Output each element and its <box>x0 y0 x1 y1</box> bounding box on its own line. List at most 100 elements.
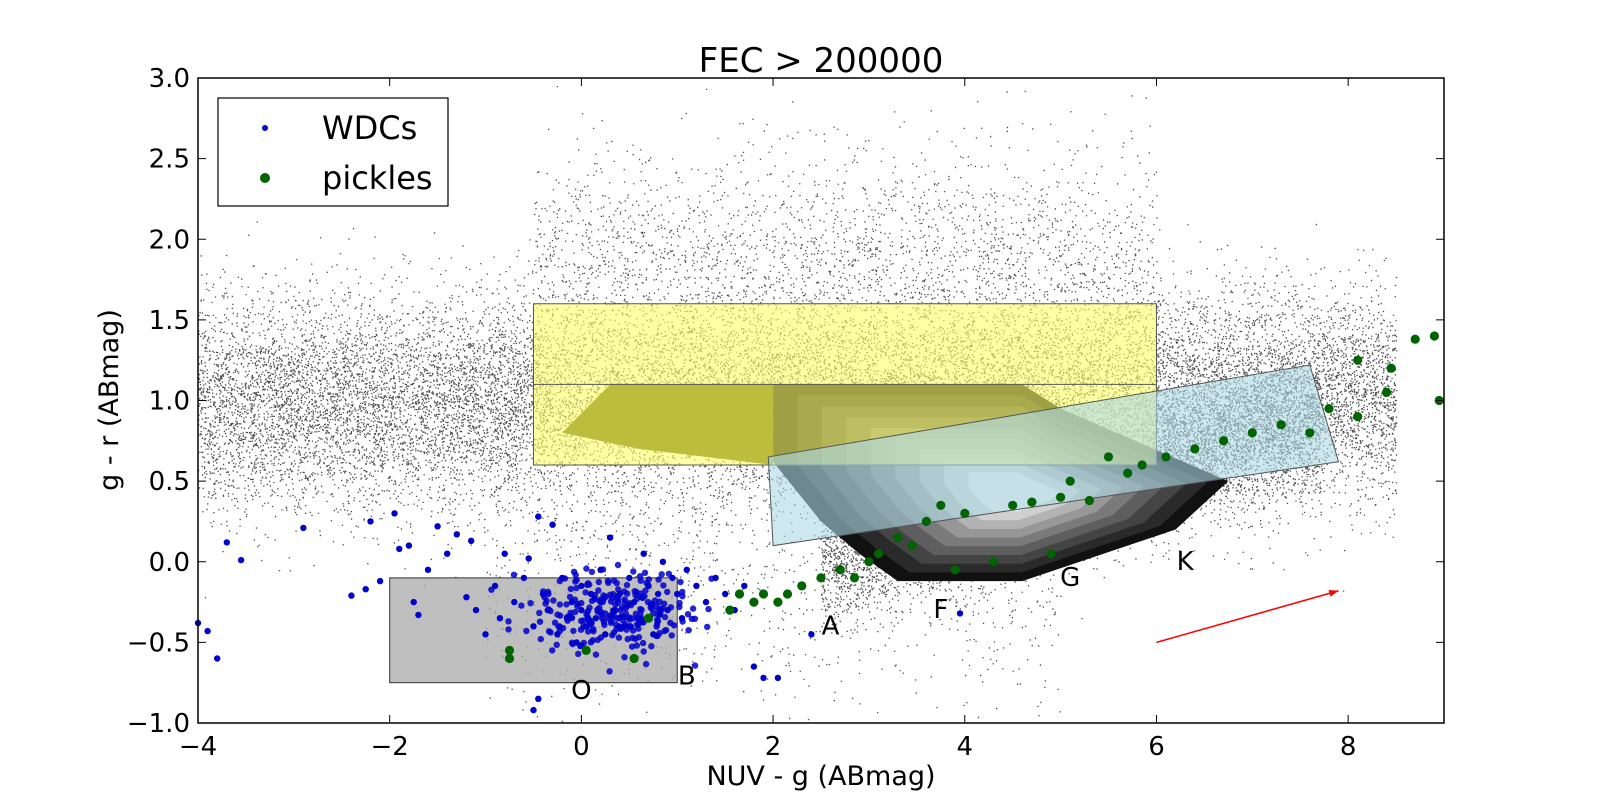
wdc-point <box>645 582 652 590</box>
wdc-point <box>635 615 643 622</box>
wdc-point <box>472 606 480 614</box>
pickles-point <box>1305 428 1315 438</box>
region-annotations: O B A F G K <box>571 547 1195 706</box>
pickles-point <box>1247 428 1257 438</box>
wdc-point <box>693 582 700 590</box>
wdc-point <box>468 537 475 544</box>
wdc-cluster-point <box>642 587 649 594</box>
wdc-point <box>549 521 556 528</box>
wdc-point <box>640 550 647 557</box>
wdc-point <box>223 539 230 546</box>
wdc-point <box>511 598 518 606</box>
wdc-point <box>405 542 413 549</box>
arrow-shaft <box>1156 590 1339 644</box>
wdc-cluster-point <box>689 605 697 612</box>
wdc-cluster-point <box>584 628 592 635</box>
wdc-cluster-point <box>656 611 664 618</box>
wdc-point <box>741 582 748 590</box>
y-axis-label: g - r (ABmag) <box>94 309 125 491</box>
wdc-point <box>592 615 599 622</box>
wdc-point <box>597 566 604 573</box>
wdc-point <box>482 631 489 638</box>
wdc-point <box>530 623 537 630</box>
wdc-cluster-point <box>608 617 615 624</box>
wdc-cluster-point <box>614 599 622 607</box>
wdc-cluster-point <box>645 576 653 583</box>
pickles-point <box>960 508 970 518</box>
wdc-point <box>626 574 633 582</box>
reddening-arrow <box>1156 590 1339 644</box>
wdc-cluster-point <box>610 612 617 619</box>
wdc-cluster-point <box>590 625 597 633</box>
wdc-point <box>712 574 719 582</box>
wdc-point <box>683 566 690 573</box>
wdc-cluster-point <box>536 609 543 617</box>
wdc-cluster-point <box>636 573 644 580</box>
wdc-cluster-point <box>545 628 553 635</box>
y-tick-label: 1.5 <box>149 306 190 336</box>
pickles-point <box>773 597 783 607</box>
pickles-point <box>749 597 759 607</box>
wdc-cluster-point <box>553 641 560 648</box>
pickles-point <box>907 541 917 551</box>
wdc-cluster-point <box>653 623 660 630</box>
pickles-point <box>1084 495 1094 506</box>
wdc-cluster-point <box>704 623 711 631</box>
pickles-point <box>1190 444 1200 454</box>
pickles-point <box>1276 420 1286 430</box>
wdc-cluster-point <box>589 637 596 644</box>
series-points <box>194 331 1444 714</box>
wdc-cluster-point <box>630 568 637 575</box>
wdc-point <box>573 639 580 646</box>
x-tick-label: 8 <box>1340 732 1357 762</box>
wdc-point <box>396 545 403 553</box>
wdc-cluster-point <box>505 618 512 625</box>
wdc-point <box>204 627 211 635</box>
pickles-point <box>1046 549 1056 559</box>
y-tick-label: 0.0 <box>149 548 190 578</box>
wdc-point <box>674 590 681 598</box>
wdc-cluster-point <box>580 639 587 647</box>
wdc-point <box>664 606 671 614</box>
legend-label: WDCs <box>322 109 417 147</box>
wdc-cluster-point <box>664 588 671 596</box>
wdc-cluster-point <box>575 650 582 658</box>
wdc-cluster-point <box>523 627 530 635</box>
wdc-point <box>650 631 657 638</box>
wdc-point <box>463 594 470 601</box>
wdc-point <box>760 674 767 682</box>
pickles-point <box>849 573 860 583</box>
legend-box <box>217 97 449 207</box>
spectral-label: K <box>1177 547 1195 577</box>
wdc-point <box>602 631 609 638</box>
wdc-point <box>702 598 710 606</box>
y-tick-label: 1.0 <box>149 387 190 417</box>
wdc-point <box>578 582 585 590</box>
pickles-point <box>1324 404 1334 414</box>
wdc-cluster-point <box>661 613 669 621</box>
x-tick-label: 0 <box>573 732 590 762</box>
legend-marker <box>260 173 270 183</box>
y-tick-label: −0.5 <box>127 628 190 658</box>
wdc-point <box>496 615 504 622</box>
wdc-point <box>750 663 758 670</box>
wdc-point <box>630 598 638 606</box>
wdc-point <box>410 598 417 606</box>
wdc-cluster-point <box>655 576 662 583</box>
wdc-point <box>956 610 964 617</box>
pickles-point <box>643 613 654 623</box>
pickles-point <box>1161 452 1171 462</box>
wdc-point <box>539 590 547 598</box>
pickles-point <box>1386 363 1396 373</box>
wdc-cluster-point <box>639 639 647 647</box>
legend: WDCs pickles <box>217 97 449 207</box>
wdc-cluster-point <box>628 643 636 650</box>
wdc-cluster-point <box>567 585 574 593</box>
pickles-point <box>988 557 999 567</box>
wdc-point <box>583 623 590 630</box>
pickles-point <box>1219 436 1229 446</box>
wdc-cluster-point <box>607 598 615 605</box>
wdc-cluster-point <box>619 604 626 611</box>
pickles-point <box>893 533 903 543</box>
